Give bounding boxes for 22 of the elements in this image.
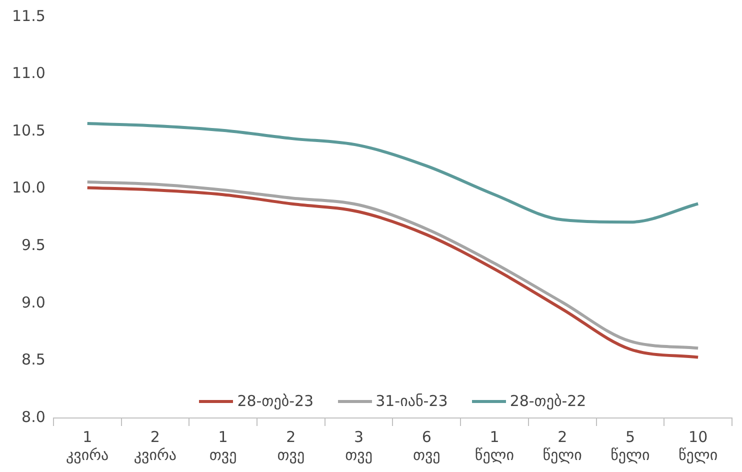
legend-label: 31-იან-23 bbox=[376, 392, 448, 410]
x-tick-label: 1 წელი bbox=[474, 428, 514, 464]
y-tick-label: 11.5 bbox=[12, 6, 46, 25]
x-tick-label: 3 თვე bbox=[345, 428, 372, 464]
x-tick-label: 5 წელი bbox=[610, 428, 650, 464]
legend-label: 28-თებ-23 bbox=[237, 392, 314, 410]
legend-label: 28-თებ-22 bbox=[510, 392, 586, 410]
y-tick-label: 8.0 bbox=[22, 408, 46, 426]
x-tick-label: 10 წელი bbox=[678, 428, 718, 464]
x-tick-label: 2 თვე bbox=[277, 428, 305, 464]
y-tick-label: 11.0 bbox=[12, 64, 46, 82]
x-tick-label: 2 კვირა bbox=[134, 428, 177, 464]
y-tick-label: 9.0 bbox=[22, 293, 46, 312]
y-tick-label: 9.5 bbox=[22, 236, 46, 254]
x-tick-label: 6 თვე bbox=[412, 428, 440, 464]
x-tick-label: 1 კვირა bbox=[66, 428, 109, 464]
y-tick-label: 10.0 bbox=[12, 178, 46, 197]
y-tick-label: 10.5 bbox=[12, 121, 46, 140]
line-series bbox=[86, 122, 700, 224]
x-tick-label: 1 თვე bbox=[209, 428, 237, 464]
y-tick-label: 8.5 bbox=[22, 350, 46, 369]
x-tick-label: 2 წელი bbox=[542, 428, 582, 464]
